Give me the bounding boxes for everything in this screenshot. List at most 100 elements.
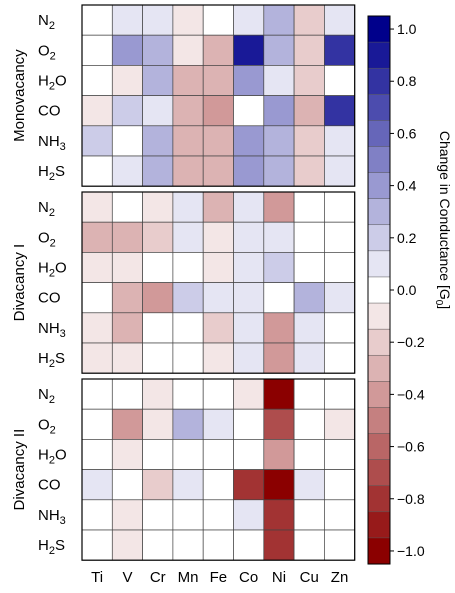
heatmap-cell [202, 439, 234, 470]
row-label-subscript: 3 [60, 328, 66, 340]
row-label-subscript: 3 [60, 141, 66, 153]
heatmap-cell [111, 155, 143, 187]
row-label-main: H [38, 537, 49, 554]
heatmap-cell [81, 342, 113, 374]
row-label: NH3 [38, 320, 66, 340]
column-label: Zn [331, 569, 349, 586]
row-label: O2 [38, 229, 56, 249]
heatmap-cell [172, 342, 204, 374]
colorbar-label-end: ] [437, 305, 453, 309]
heatmap-cell [81, 95, 113, 127]
heatmap-cell [324, 469, 356, 501]
heatmap-cell [172, 4, 204, 36]
group-label: Divacancy II [11, 429, 28, 511]
colorbar-tick-label: −0.8 [397, 491, 425, 507]
heatmap-cell [293, 342, 325, 374]
colorbar-step [367, 172, 391, 200]
heatmap-cell [111, 499, 143, 531]
heatmap-cell [172, 282, 204, 314]
heatmap-cell [233, 469, 265, 501]
heatmap-cell [142, 221, 174, 253]
heatmap-cell [202, 312, 234, 344]
heatmap-cell [202, 252, 234, 283]
row-label-main: NH [38, 507, 60, 524]
heatmap-cell [172, 408, 204, 440]
row-label: H2S [38, 537, 65, 557]
row-label-subscript: 2 [50, 424, 56, 436]
colorbar-tick-label: 0.2 [397, 230, 417, 246]
heatmap-cell [263, 439, 295, 470]
colorbar-label-subscript: 0 [433, 300, 444, 306]
heatmap-cell [202, 191, 234, 223]
heatmap-cell [324, 191, 356, 223]
heatmap-cell [81, 155, 113, 187]
column-label: Mn [178, 569, 199, 586]
group-frame [81, 4, 356, 187]
heatmap-cell [81, 4, 113, 36]
heatmap-cell [142, 155, 174, 187]
colorbar-step [367, 276, 391, 304]
group-label: Monovacancy [11, 49, 28, 142]
heatmap-cell [233, 529, 265, 561]
row-label-main: H [38, 447, 49, 464]
heatmap-cell [111, 65, 143, 96]
heatmap-cell [172, 65, 204, 96]
row-label-subscript: 2 [50, 237, 56, 249]
heatmap-cell [81, 191, 113, 223]
row-label: CO [38, 290, 61, 307]
colorbar-step [367, 511, 391, 539]
heatmap-cell [263, 4, 295, 36]
heatmap-cell [81, 252, 113, 283]
heatmap-cell [202, 469, 234, 501]
row-label-main: O [38, 229, 50, 246]
heatmap-cell [293, 252, 325, 283]
heatmap-cell [81, 469, 113, 501]
colorbar-tick-label: 0.8 [397, 73, 417, 89]
heatmap-cell [324, 499, 356, 531]
heatmap-cell [324, 34, 356, 66]
heatmap-cell [81, 282, 113, 314]
row-label-main: O [38, 416, 50, 433]
heatmap-cell [81, 312, 113, 344]
heatmap-cell [324, 439, 356, 470]
colorbar-tick-label: 0.0 [397, 282, 417, 298]
row-label: O2 [38, 416, 56, 436]
colorbar-step [367, 537, 391, 565]
heatmap-cell [172, 252, 204, 283]
heatmap-cell [111, 125, 143, 157]
heatmap-cell [202, 221, 234, 253]
heatmap-cell [172, 499, 204, 531]
row-label-subscript: 3 [60, 515, 66, 527]
heatmap-cell [324, 529, 356, 561]
heatmap-cell [324, 252, 356, 283]
heatmap-cell [324, 408, 356, 440]
heatmap-cell [233, 221, 265, 253]
heatmap-cell [81, 439, 113, 470]
heatmap-cell [324, 65, 356, 96]
heatmap-cell [172, 439, 204, 470]
heatmap-cell [142, 282, 174, 314]
row-label-main: N [38, 199, 49, 216]
heatmap-cell [293, 312, 325, 344]
group-frame [81, 191, 356, 374]
colorbar-step [367, 485, 391, 513]
column-label: Ti [91, 569, 103, 586]
colorbar-tick-label: −0.4 [397, 386, 425, 402]
row-label-main: H [38, 260, 49, 277]
heatmap-cell [202, 4, 234, 36]
heatmap-cell [293, 125, 325, 157]
heatmap-cell [293, 221, 325, 253]
heatmap-cell [263, 65, 295, 96]
heatmap-cell [142, 65, 174, 96]
heatmap-cell [324, 95, 356, 127]
heatmap-cell [263, 125, 295, 157]
row-label: N2 [38, 386, 55, 406]
column-label: Cr [150, 569, 166, 586]
heatmap-cell [172, 529, 204, 561]
heatmap-cell [233, 34, 265, 66]
heatmap-cell [202, 34, 234, 66]
heatmap-cell [263, 342, 295, 374]
heatmap-cell [111, 439, 143, 470]
heatmap-cell [81, 221, 113, 253]
row-label: N2 [38, 12, 55, 32]
